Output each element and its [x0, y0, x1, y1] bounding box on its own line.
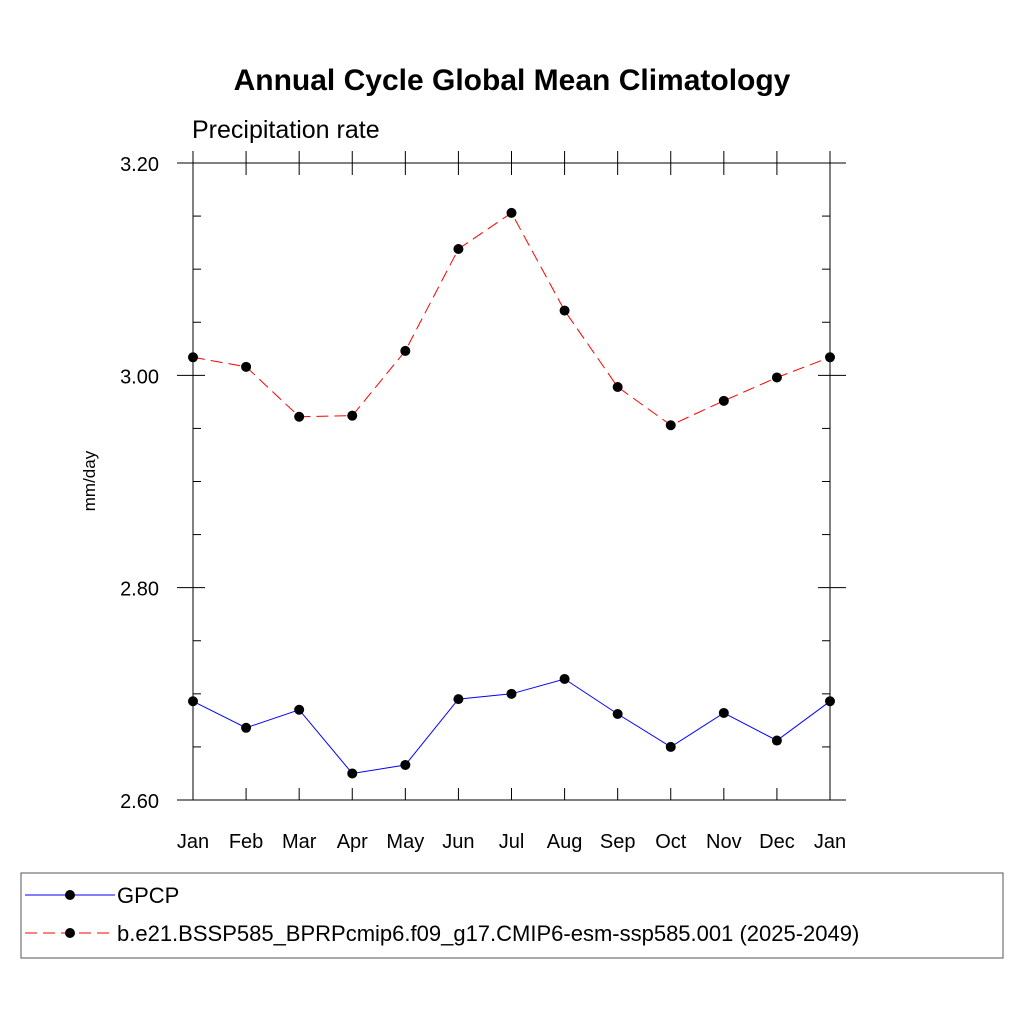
data-point-0: [771, 735, 782, 746]
legend: GPCP b.e21.BSSP585_BPRPcmip6.f09_g17.CMI…: [20, 872, 1004, 959]
x-tick-label: Nov: [706, 831, 742, 853]
data-point-0: [400, 759, 411, 770]
x-tick-label: Dec: [759, 831, 795, 853]
x-tick-label: Jan: [814, 831, 846, 853]
y-tick-label: 2.60: [120, 791, 159, 813]
x-tick-label: Apr: [337, 831, 368, 853]
y-tick-label: 3.20: [120, 154, 159, 176]
data-point-0: [294, 704, 305, 715]
x-tick-label: Aug: [547, 831, 583, 853]
data-point-1: [506, 207, 517, 218]
plot-frame: [192, 162, 831, 801]
legend-label-gpcp: GPCP: [117, 883, 179, 908]
data-point-0: [453, 694, 464, 705]
data-point-1: [559, 305, 570, 316]
data-point-1: [665, 420, 676, 431]
x-tick-label: Jul: [499, 831, 525, 853]
data-point-0: [612, 709, 623, 720]
y-tick-label: 3.00: [120, 366, 159, 388]
x-tick-label: Sep: [600, 831, 636, 853]
data-point-1: [453, 243, 464, 254]
data-point-1: [347, 410, 358, 421]
data-point-1: [771, 372, 782, 383]
data-point-1: [718, 395, 729, 406]
x-tick-label: Oct: [655, 831, 687, 853]
data-point-1: [825, 352, 835, 363]
data-point-1: [294, 411, 305, 422]
legend-box: [20, 872, 1004, 959]
chart-title: Annual Cycle Global Mean Climatology: [234, 64, 791, 97]
data-point-1: [612, 382, 623, 393]
x-tick-label: May: [386, 831, 424, 853]
data-point-1: [400, 345, 411, 356]
legend-marker-model: [65, 928, 75, 938]
data-point-0: [825, 696, 835, 707]
data-point-0: [506, 688, 517, 699]
x-tick-label: Jan: [177, 831, 209, 853]
axis-ticks: Jan Feb Mar Apr May Jun Jul Aug Sep Oct Nov Dec Jan 2…: [120, 151, 846, 853]
legend-label-model: b.e21.BSSP585_BPRPcmip6.f09_g17.CMIP6-es…: [117, 921, 859, 946]
chart-subtitle: Precipitation rate: [192, 116, 380, 144]
data-point-1: [188, 352, 198, 363]
data-point-0: [665, 741, 676, 752]
x-tick-label: Jun: [442, 831, 474, 853]
legend-marker-gpcp: [65, 890, 75, 900]
x-tick-label: Feb: [229, 831, 263, 853]
series-layer: [188, 207, 835, 779]
data-point-0: [347, 768, 358, 779]
series-line-1: [192, 212, 831, 426]
y-tick-label: 2.80: [120, 579, 159, 601]
data-point-0: [718, 707, 729, 718]
x-tick-label: Mar: [282, 831, 317, 853]
data-point-0: [241, 722, 252, 733]
data-point-0: [188, 696, 198, 707]
y-axis-label: mm/day: [80, 450, 99, 511]
data-point-1: [241, 361, 252, 372]
data-point-0: [559, 673, 570, 684]
